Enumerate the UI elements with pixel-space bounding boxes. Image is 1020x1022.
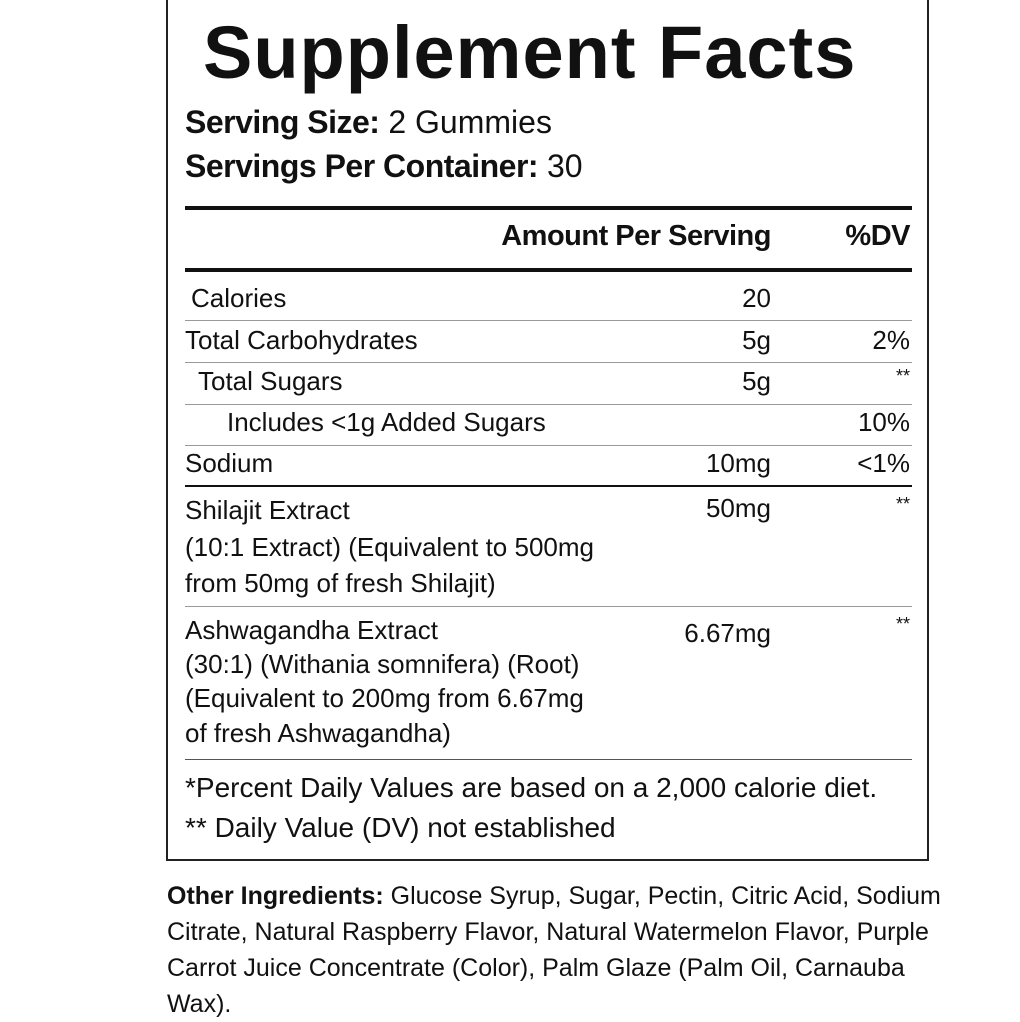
other-ingredients-text: Glucose Syrup, Sugar, Pectin, Citric Aci… [167, 882, 941, 1018]
row-name: (10:1 Extract) (Equivalent to 500mg [185, 532, 594, 562]
row-dv: ** [895, 366, 910, 386]
row-name: Sodium [185, 448, 274, 478]
row-dv: 2% [872, 325, 910, 355]
row-amount: 5g [742, 366, 771, 396]
dv-header: %DV [845, 220, 910, 252]
panel-title: Supplement Facts [203, 11, 857, 94]
serving-size-label: Serving Size: [185, 104, 380, 140]
row-amount: 10mg [705, 448, 771, 478]
divider [185, 485, 912, 487]
divider [185, 320, 912, 321]
row-name: (30:1) (Withania somnifera) (Root) [185, 649, 580, 679]
row-dv: ** [895, 614, 910, 634]
divider [185, 759, 912, 760]
serving-size: Serving Size: 2 Gummies [185, 104, 552, 141]
row-amount: 20 [742, 283, 771, 313]
thick-rule [185, 268, 912, 272]
row-amount: 50mg [705, 493, 771, 523]
thick-rule [185, 206, 912, 210]
footnote-dv: *Percent Daily Values are based on a 2,0… [185, 772, 878, 803]
row-dv: 10% [857, 407, 910, 437]
row-dv: ** [895, 494, 910, 514]
row-amount: 5g [742, 325, 771, 355]
row-name: Total Sugars [198, 366, 343, 396]
row-name: Calories [191, 283, 287, 313]
servings-value: 30 [538, 148, 583, 184]
supplement-facts-panel [166, 0, 929, 861]
row-amount: 6.67mg [684, 618, 771, 648]
amount-header: Amount Per Serving [501, 220, 771, 252]
row-name: Ashwagandha Extract [185, 615, 438, 645]
divider [185, 606, 912, 607]
serving-size-value: 2 Gummies [379, 104, 552, 140]
row-name: of fresh Ashwagandha) [185, 718, 451, 748]
row-dv: <1% [857, 448, 910, 478]
divider [185, 404, 912, 405]
divider [185, 362, 912, 363]
row-name: from 50mg of fresh Shilajit) [185, 568, 496, 598]
other-ingredients-label: Other Ingredients: [167, 882, 384, 910]
row-name: (Equivalent to 200mg from 6.67mg [185, 683, 584, 713]
row-name: Total Carbohydrates [185, 325, 418, 355]
footnote-not-established: ** Daily Value (DV) not established [185, 812, 616, 843]
divider [185, 445, 912, 446]
servings-per-container: Servings Per Container: 30 [185, 148, 583, 185]
row-name: Includes <1g Added Sugars [227, 407, 546, 437]
servings-label: Servings Per Container: [185, 148, 539, 184]
row-name: Shilajit Extract [185, 495, 350, 525]
other-ingredients: Other Ingredients: Glucose Syrup, Sugar,… [167, 878, 967, 1022]
